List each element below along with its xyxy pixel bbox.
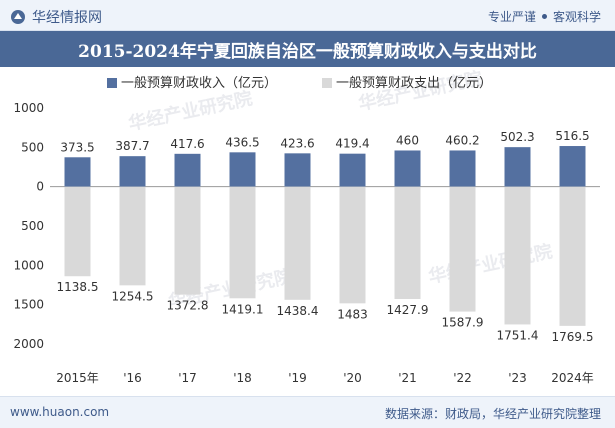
income-bar — [559, 146, 586, 187]
expense-value-label: 1372.8 — [167, 299, 209, 313]
x-tick-label: '20 — [343, 371, 362, 385]
y-tick-label: 1000 — [13, 258, 44, 272]
x-tick-label: '22 — [453, 371, 472, 385]
watermark-text: 华经产业研究院 — [426, 240, 554, 288]
x-tick-label: '19 — [288, 371, 307, 385]
income-bar — [394, 150, 421, 187]
y-tick-label: 1000 — [13, 101, 44, 115]
income-bar — [449, 150, 476, 187]
income-value-label: 460.2 — [445, 133, 479, 147]
income-value-label: 417.6 — [170, 137, 204, 151]
bar-chart: 华经产业研究院华经产业研究院华经产业研究院华经产业研究院一般预算财政收入（亿元）… — [13, 68, 600, 385]
expense-value-label: 1427.9 — [387, 303, 429, 317]
tagline-dot-icon — [541, 14, 547, 19]
expense-value-label: 1483 — [337, 307, 368, 321]
expense-value-label: 1769.5 — [552, 330, 594, 344]
legend-income-label: 一般预算财政收入（亿元） — [121, 75, 277, 91]
income-value-label: 423.6 — [280, 136, 314, 150]
tagline-right: 客观科学 — [552, 10, 601, 24]
income-bar — [64, 157, 91, 187]
expense-value-label: 1254.5 — [112, 289, 154, 303]
income-bar — [284, 153, 311, 187]
income-value-label: 419.4 — [335, 137, 369, 151]
expense-value-label: 1587.9 — [442, 316, 484, 330]
expense-bar — [394, 186, 421, 299]
expense-value-label: 1138.5 — [57, 280, 99, 294]
income-value-label: 387.7 — [115, 139, 149, 153]
x-tick-label: 2024年 — [551, 371, 594, 385]
x-tick-label: '23 — [508, 371, 527, 385]
expense-bar — [284, 186, 311, 300]
site-url: www.huaon.com — [10, 405, 110, 419]
income-value-label: 436.5 — [225, 135, 259, 149]
income-bar — [339, 153, 366, 187]
expense-value-label: 1419.1 — [222, 302, 264, 316]
expense-bar — [339, 186, 366, 304]
y-tick-label: 500 — [21, 219, 44, 233]
income-bar — [229, 152, 256, 187]
legend-income-swatch — [107, 78, 117, 88]
expense-bar — [229, 186, 256, 299]
expense-bar — [504, 186, 531, 325]
x-tick-label: '17 — [178, 371, 197, 385]
brand-logo-icon — [11, 10, 25, 24]
income-value-label: 516.5 — [555, 129, 589, 143]
expense-bar — [64, 186, 91, 277]
income-bar — [174, 153, 201, 187]
expense-bar — [119, 186, 146, 286]
footer-bar: www.huaon.com 数据来源：财政局，华经产业研究院整理 — [0, 396, 615, 428]
x-tick-label: '18 — [233, 371, 252, 385]
tagline-left: 专业严谨 — [487, 10, 536, 24]
income-value-label: 502.3 — [500, 130, 534, 144]
data-source: 数据来源：财政局，华经产业研究院整理 — [384, 407, 601, 421]
expense-bar — [449, 186, 476, 312]
watermark-text: 华经产业研究院 — [126, 87, 254, 135]
top-bar: 华经情报网 专业严谨 客观科学 — [0, 0, 615, 31]
x-tick-label: '16 — [123, 371, 142, 385]
title-bar: 2015-2024年宁夏回族自治区一般预算财政收入与支出对比 — [0, 31, 615, 67]
expense-value-label: 1751.4 — [497, 328, 539, 342]
expense-bar — [174, 186, 201, 295]
expense-bar — [559, 186, 586, 326]
x-tick-label: 2015年 — [56, 371, 99, 385]
brand-name: 华经情报网 — [32, 10, 102, 26]
income-bar — [504, 147, 531, 187]
tagline: 专业严谨 客观科学 — [488, 8, 601, 25]
y-tick-label: 2000 — [13, 337, 44, 351]
income-value-label: 373.5 — [60, 140, 94, 154]
income-bar — [119, 156, 146, 187]
y-tick-label: 0 — [36, 180, 44, 194]
income-value-label: 460 — [396, 133, 419, 147]
expense-value-label: 1438.4 — [277, 304, 319, 318]
brand: 华经情报网 — [10, 7, 102, 27]
y-tick-label: 1500 — [13, 298, 44, 312]
y-tick-label: 500 — [21, 140, 44, 154]
legend-expense-swatch — [322, 78, 332, 88]
chart-title: 2015-2024年宁夏回族自治区一般预算财政收入与支出对比 — [78, 41, 537, 62]
x-tick-label: '21 — [398, 371, 417, 385]
legend-expense-label: 一般预算财政支出（亿元） — [336, 75, 492, 91]
